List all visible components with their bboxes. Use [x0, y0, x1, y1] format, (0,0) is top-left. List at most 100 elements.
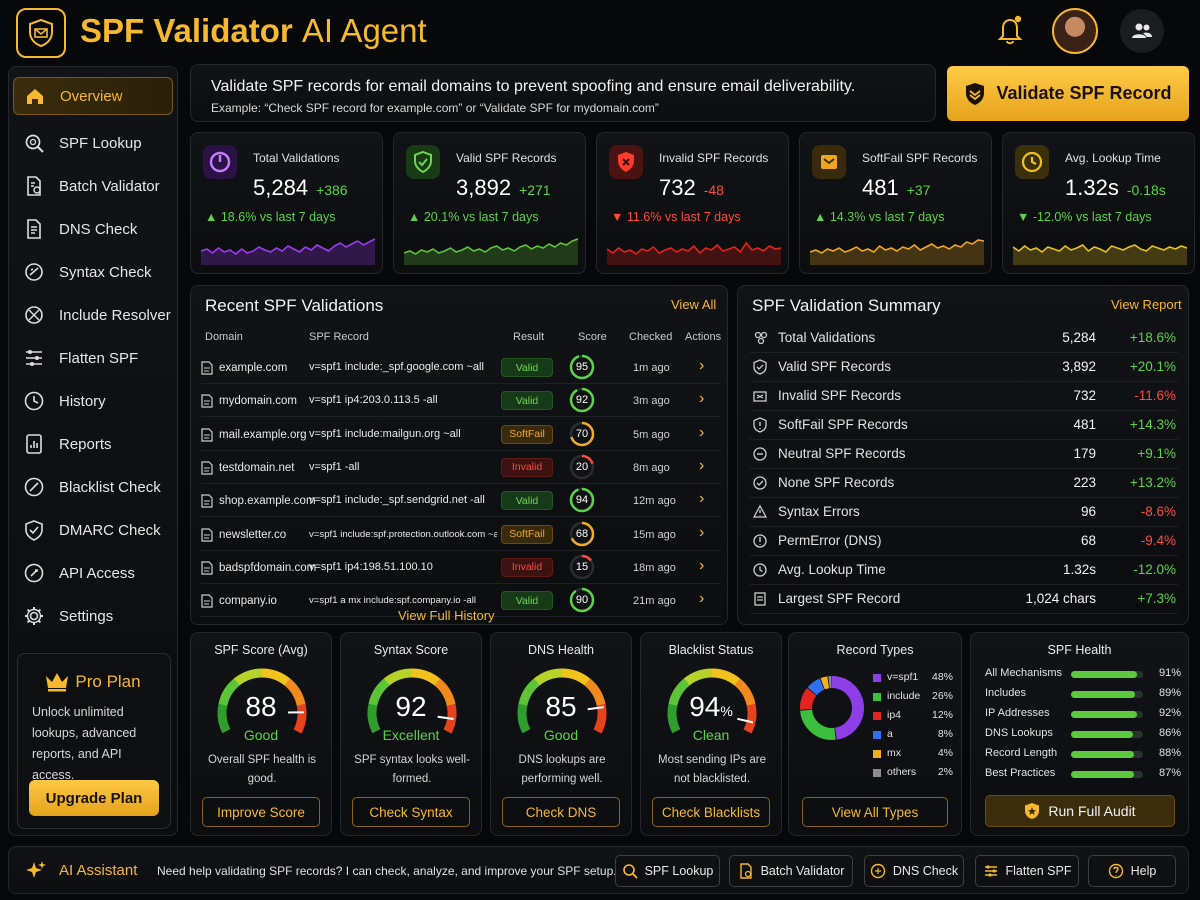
chevron-right-icon[interactable]: ›: [699, 390, 705, 408]
footer-flatten-spf-button[interactable]: Flatten SPF: [975, 855, 1079, 887]
chevron-right-icon[interactable]: ›: [699, 556, 705, 574]
trend-value: 11.6% vs last 7 days: [626, 210, 741, 224]
gauge-title: Blacklist Status: [668, 643, 754, 657]
stat-label: Total Validations: [253, 151, 340, 165]
chevron-right-icon[interactable]: ›: [699, 523, 705, 541]
sidebar-item-batch-validator[interactable]: Batch Validator: [13, 167, 173, 205]
footer-batch-validator-button[interactable]: Batch Validator: [729, 855, 853, 887]
health-bar: [1071, 711, 1143, 718]
sidebar-item-syntax-check[interactable]: Syntax Check: [13, 253, 173, 291]
result-badge: Valid: [501, 591, 553, 611]
summary-value: 1.32s: [1062, 562, 1096, 577]
summary-label: Avg. Lookup Time: [778, 562, 886, 577]
sidebar-item-spf-lookup[interactable]: SPF Lookup: [13, 124, 173, 162]
score-value: 68: [575, 527, 589, 540]
sidebar-item-blacklist-check[interactable]: Blacklist Check: [13, 468, 173, 506]
summary-row: Valid SPF Records 3,892 +20.1%: [750, 353, 1178, 382]
banner-line-1: Validate SPF records for email domains t…: [211, 78, 856, 95]
gauge-card-syntax-score: Syntax Score 92 Excellent SPF syntax looks …: [340, 632, 482, 836]
file-icon: [201, 561, 213, 575]
row-checked: 12m ago: [633, 495, 676, 508]
table-row[interactable]: example.com v=spf1 include:_spf.google.co…: [201, 351, 721, 384]
table-row[interactable]: mail.example.org v=spf1 include:mailgun.o…: [201, 418, 721, 451]
view-all-link[interactable]: View All: [671, 297, 717, 312]
sidebar-item-include-resolver[interactable]: Include Resolver: [13, 296, 173, 334]
legend-name: mx: [887, 747, 901, 759]
summary-row: Invalid SPF Records 732 -11.6%: [750, 382, 1178, 411]
summary-label: None SPF Records: [778, 475, 895, 490]
total-validations-icon: [203, 145, 237, 179]
chevron-right-icon[interactable]: ›: [699, 456, 705, 474]
row-spf-record: v=spf1 include:_spf.sendgrid.net -all: [309, 494, 485, 507]
score-ring: 20: [569, 454, 595, 480]
syntax-icon: [25, 263, 43, 281]
view-full-history-link[interactable]: View Full History: [398, 608, 495, 623]
row-spf-record: v=spf1 ip4:198.51.100.10: [309, 560, 433, 573]
table-row[interactable]: newsletter.co v=spf1 include:spf.protecti…: [201, 518, 721, 551]
sidebar-item-dmarc-check[interactable]: DMARC Check: [13, 511, 173, 549]
footer-dns-check-button[interactable]: DNS Check: [864, 855, 964, 887]
sidebar-item-label: Flatten SPF: [59, 349, 139, 367]
legend-percent: 48%: [931, 671, 953, 683]
flatten-icon: [26, 350, 42, 366]
blacklist-icon: [24, 477, 44, 497]
users-icon: [1132, 23, 1152, 38]
spf-score-button[interactable]: Improve Score: [202, 797, 320, 827]
table-row[interactable]: badspfdomain.com v=spf1 ip4:198.51.100.10…: [201, 551, 721, 584]
chevron-right-icon[interactable]: ›: [699, 490, 705, 508]
bell-icon[interactable]: [996, 14, 1024, 48]
sidebar-item-settings[interactable]: Settings: [13, 597, 173, 635]
sidebar-item-dns-check[interactable]: DNS Check: [13, 210, 173, 248]
view-all-types-button[interactable]: View All Types: [802, 797, 948, 827]
avatar[interactable]: [1052, 8, 1098, 54]
legend-percent: 2%: [937, 766, 953, 778]
file-icon: [201, 594, 213, 608]
score-ring: 70: [569, 421, 595, 447]
pro-plan-card: Pro Plan Unlock unlimited lookups, advan…: [17, 653, 171, 829]
footer-help-button[interactable]: Help: [1088, 855, 1176, 887]
blacklist-status-button[interactable]: Check Blacklists: [652, 797, 770, 827]
run-full-audit-button[interactable]: Run Full Audit: [985, 795, 1175, 827]
legend-name: include: [887, 690, 921, 702]
intro-banner: Validate SPF records for email domains t…: [190, 64, 936, 122]
shield-alert-icon: [753, 417, 767, 433]
table-row[interactable]: mydomain.com v=spf1 ip4:203.0.113.5 -all V…: [201, 384, 721, 418]
sparkline-line: [607, 241, 781, 256]
upgrade-plan-button[interactable]: Upgrade Plan: [29, 780, 159, 816]
sidebar-item-overview[interactable]: Overview: [13, 77, 173, 115]
health-label: All Mechanisms: [985, 667, 1063, 679]
row-checked: 1m ago: [633, 362, 670, 374]
row-domain: shop.example.com: [201, 494, 316, 508]
stat-label: SoftFail SPF Records: [862, 151, 978, 165]
dns-health-button[interactable]: Check DNS: [502, 797, 620, 827]
summary-delta: +20.1%: [1129, 359, 1176, 374]
sidebar-item-history[interactable]: History: [13, 382, 173, 420]
syntax-score-button[interactable]: Check Syntax: [352, 797, 470, 827]
view-report-link[interactable]: View Report: [1111, 297, 1182, 312]
sidebar-item-flatten-spf[interactable]: Flatten SPF: [13, 339, 173, 377]
gauge-title: SPF Score (Avg): [214, 643, 308, 657]
app-logo: [16, 8, 66, 58]
legend-swatch: [873, 769, 881, 777]
users-button[interactable]: [1120, 9, 1164, 53]
summary-delta: -12.0%: [1133, 562, 1176, 577]
row-domain: company.io: [201, 594, 277, 608]
sidebar-item-reports[interactable]: Reports: [13, 425, 173, 463]
sidebar-item-api-access[interactable]: API Access: [13, 554, 173, 592]
col-score: Score: [578, 331, 607, 343]
chevron-right-icon[interactable]: ›: [699, 590, 705, 608]
validate-spf-record-button[interactable]: Validate SPF Record: [947, 66, 1189, 121]
table-row[interactable]: testdomain.net v=spf1 -all Invalid 20 8m ago…: [201, 451, 721, 484]
summary-delta: +9.1%: [1137, 446, 1176, 461]
col-result: Result: [513, 331, 545, 343]
table-row[interactable]: company.io v=spf1 a mx include:spf.compan…: [201, 584, 721, 618]
chevron-right-icon[interactable]: ›: [699, 357, 705, 374]
summary-label: Total Validations: [778, 330, 876, 345]
summary-row: SoftFail SPF Records 481 +14.3%: [750, 411, 1178, 440]
chevron-right-icon[interactable]: ›: [699, 423, 705, 441]
col-checked: Checked: [629, 331, 673, 343]
footer-spf-lookup-button[interactable]: SPF Lookup: [615, 855, 720, 887]
gauge-description: DNS lookups are performing well.: [518, 754, 606, 785]
score-ring: 92: [569, 387, 595, 413]
table-row[interactable]: shop.example.com v=spf1 include:_spf.send…: [201, 484, 721, 518]
